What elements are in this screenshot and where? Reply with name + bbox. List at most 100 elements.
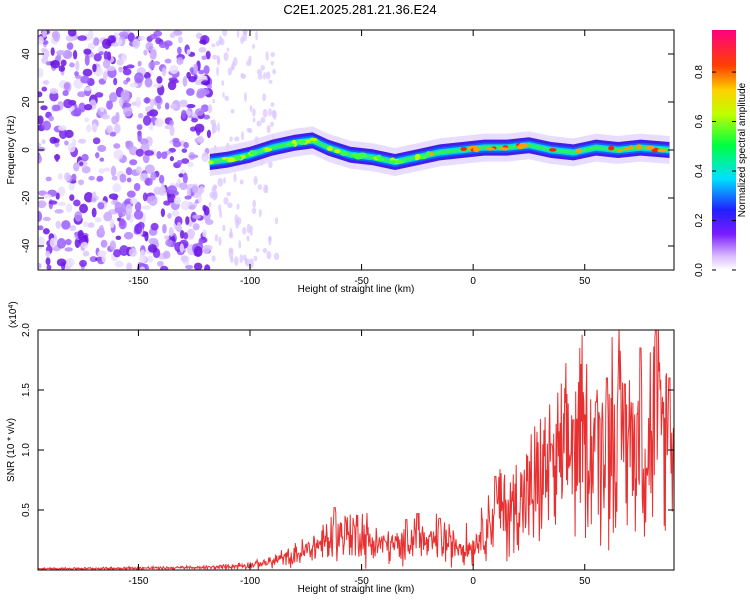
noise-speck xyxy=(203,114,211,120)
ridge-hotspot xyxy=(291,139,297,144)
noise-speck xyxy=(180,255,188,262)
noise-speck xyxy=(179,243,184,253)
x-tick-label: -100 xyxy=(240,576,260,587)
noise-speck xyxy=(125,140,131,148)
faint-speck xyxy=(262,248,268,254)
noise-speck xyxy=(79,203,89,214)
noise-speck xyxy=(126,262,133,270)
noise-speck xyxy=(55,220,61,229)
noise-speck xyxy=(149,98,155,109)
faint-speck xyxy=(239,179,244,185)
noise-speck xyxy=(106,100,114,110)
noise-speck xyxy=(66,42,74,51)
noise-speck xyxy=(206,129,212,139)
noise-speck xyxy=(143,97,151,104)
noise-speck xyxy=(94,217,102,223)
faint-speck xyxy=(215,40,220,47)
noise-speck xyxy=(98,168,105,174)
noise-speck xyxy=(48,115,54,122)
noise-speck xyxy=(54,153,60,162)
faint-speck xyxy=(249,229,253,236)
noise-speck xyxy=(202,244,211,255)
noise-speck xyxy=(67,30,77,37)
noise-speck xyxy=(125,203,133,215)
faint-speck xyxy=(246,127,251,133)
noise-speck xyxy=(42,120,52,131)
x-tick-label: -150 xyxy=(128,576,148,587)
noise-speck xyxy=(45,250,51,258)
y-tick-label: 0.5 xyxy=(21,503,32,517)
svg-text:(x104): (x104) xyxy=(8,301,20,328)
noise-speck xyxy=(191,117,198,123)
faint-speck xyxy=(221,80,225,86)
noise-speck xyxy=(50,60,61,69)
noise-speck xyxy=(80,241,89,249)
faint-speck xyxy=(218,204,222,212)
ridge-hotspot xyxy=(608,145,615,151)
noise-speck xyxy=(99,157,105,162)
noise-speck xyxy=(193,246,203,258)
noise-speck xyxy=(38,154,42,164)
noise-speck xyxy=(186,103,196,109)
noise-speck xyxy=(169,156,174,162)
faint-speck xyxy=(253,255,258,262)
x-tick-label: 0 xyxy=(470,276,476,287)
faint-speck xyxy=(209,191,214,199)
ridge-hotspot xyxy=(357,152,367,158)
noise-speck xyxy=(46,264,52,270)
noise-speck xyxy=(56,49,66,56)
faint-speck xyxy=(274,217,279,225)
noise-speck xyxy=(93,37,100,46)
noise-speck xyxy=(123,231,134,240)
noise-speck xyxy=(78,179,85,186)
noise-speck xyxy=(118,31,129,38)
ridge-hotspot xyxy=(636,146,642,151)
noise-speck xyxy=(109,131,117,137)
noise-speck xyxy=(120,89,130,101)
snr-multiplier: (x104) xyxy=(8,301,20,328)
ridge-hotspot xyxy=(628,145,634,150)
ridge-hotspot xyxy=(334,149,341,154)
noise-speck xyxy=(168,226,174,237)
noise-speck xyxy=(118,97,124,107)
snr-multiplier-close: ) xyxy=(8,301,19,304)
noise-speck xyxy=(38,36,44,45)
faint-speck xyxy=(262,109,268,118)
noise-speck xyxy=(79,161,84,167)
noise-speck xyxy=(38,236,45,247)
noise-speck xyxy=(138,35,145,41)
noise-speck xyxy=(201,55,207,61)
noise-speck xyxy=(160,182,165,193)
faint-speck xyxy=(214,234,219,242)
noise-speck xyxy=(176,57,184,65)
faint-speck xyxy=(242,254,247,262)
faint-speck xyxy=(268,108,272,117)
noise-speck xyxy=(91,123,98,133)
noise-speck xyxy=(109,92,118,103)
faint-speck xyxy=(234,214,239,224)
noise-speck xyxy=(146,111,155,117)
noise-speck xyxy=(71,173,77,182)
snr-x-label: Height of straight line (km) xyxy=(298,584,415,595)
noise-speck xyxy=(148,195,158,206)
y-tick-label: 1.5 xyxy=(21,383,32,397)
faint-speck xyxy=(252,117,256,123)
noise-speck xyxy=(194,108,205,116)
noise-speck xyxy=(64,172,71,182)
noise-speck xyxy=(62,89,69,97)
noise-speck xyxy=(137,60,142,67)
y-tick-label: 2.0 xyxy=(21,323,32,337)
noise-speck xyxy=(118,66,123,73)
noise-speck xyxy=(64,247,73,252)
noise-speck xyxy=(74,71,79,77)
faint-speck xyxy=(252,43,256,50)
noise-speck xyxy=(129,159,138,166)
colorbar-tick-label: 0.0 xyxy=(694,263,705,277)
noise-speck xyxy=(38,262,42,269)
noise-speck xyxy=(61,220,71,230)
ridge-hotspot xyxy=(264,147,269,153)
noise-speck xyxy=(133,210,144,220)
noise-speck xyxy=(119,173,127,183)
faint-speck xyxy=(236,203,240,210)
noise-speck xyxy=(148,61,156,70)
